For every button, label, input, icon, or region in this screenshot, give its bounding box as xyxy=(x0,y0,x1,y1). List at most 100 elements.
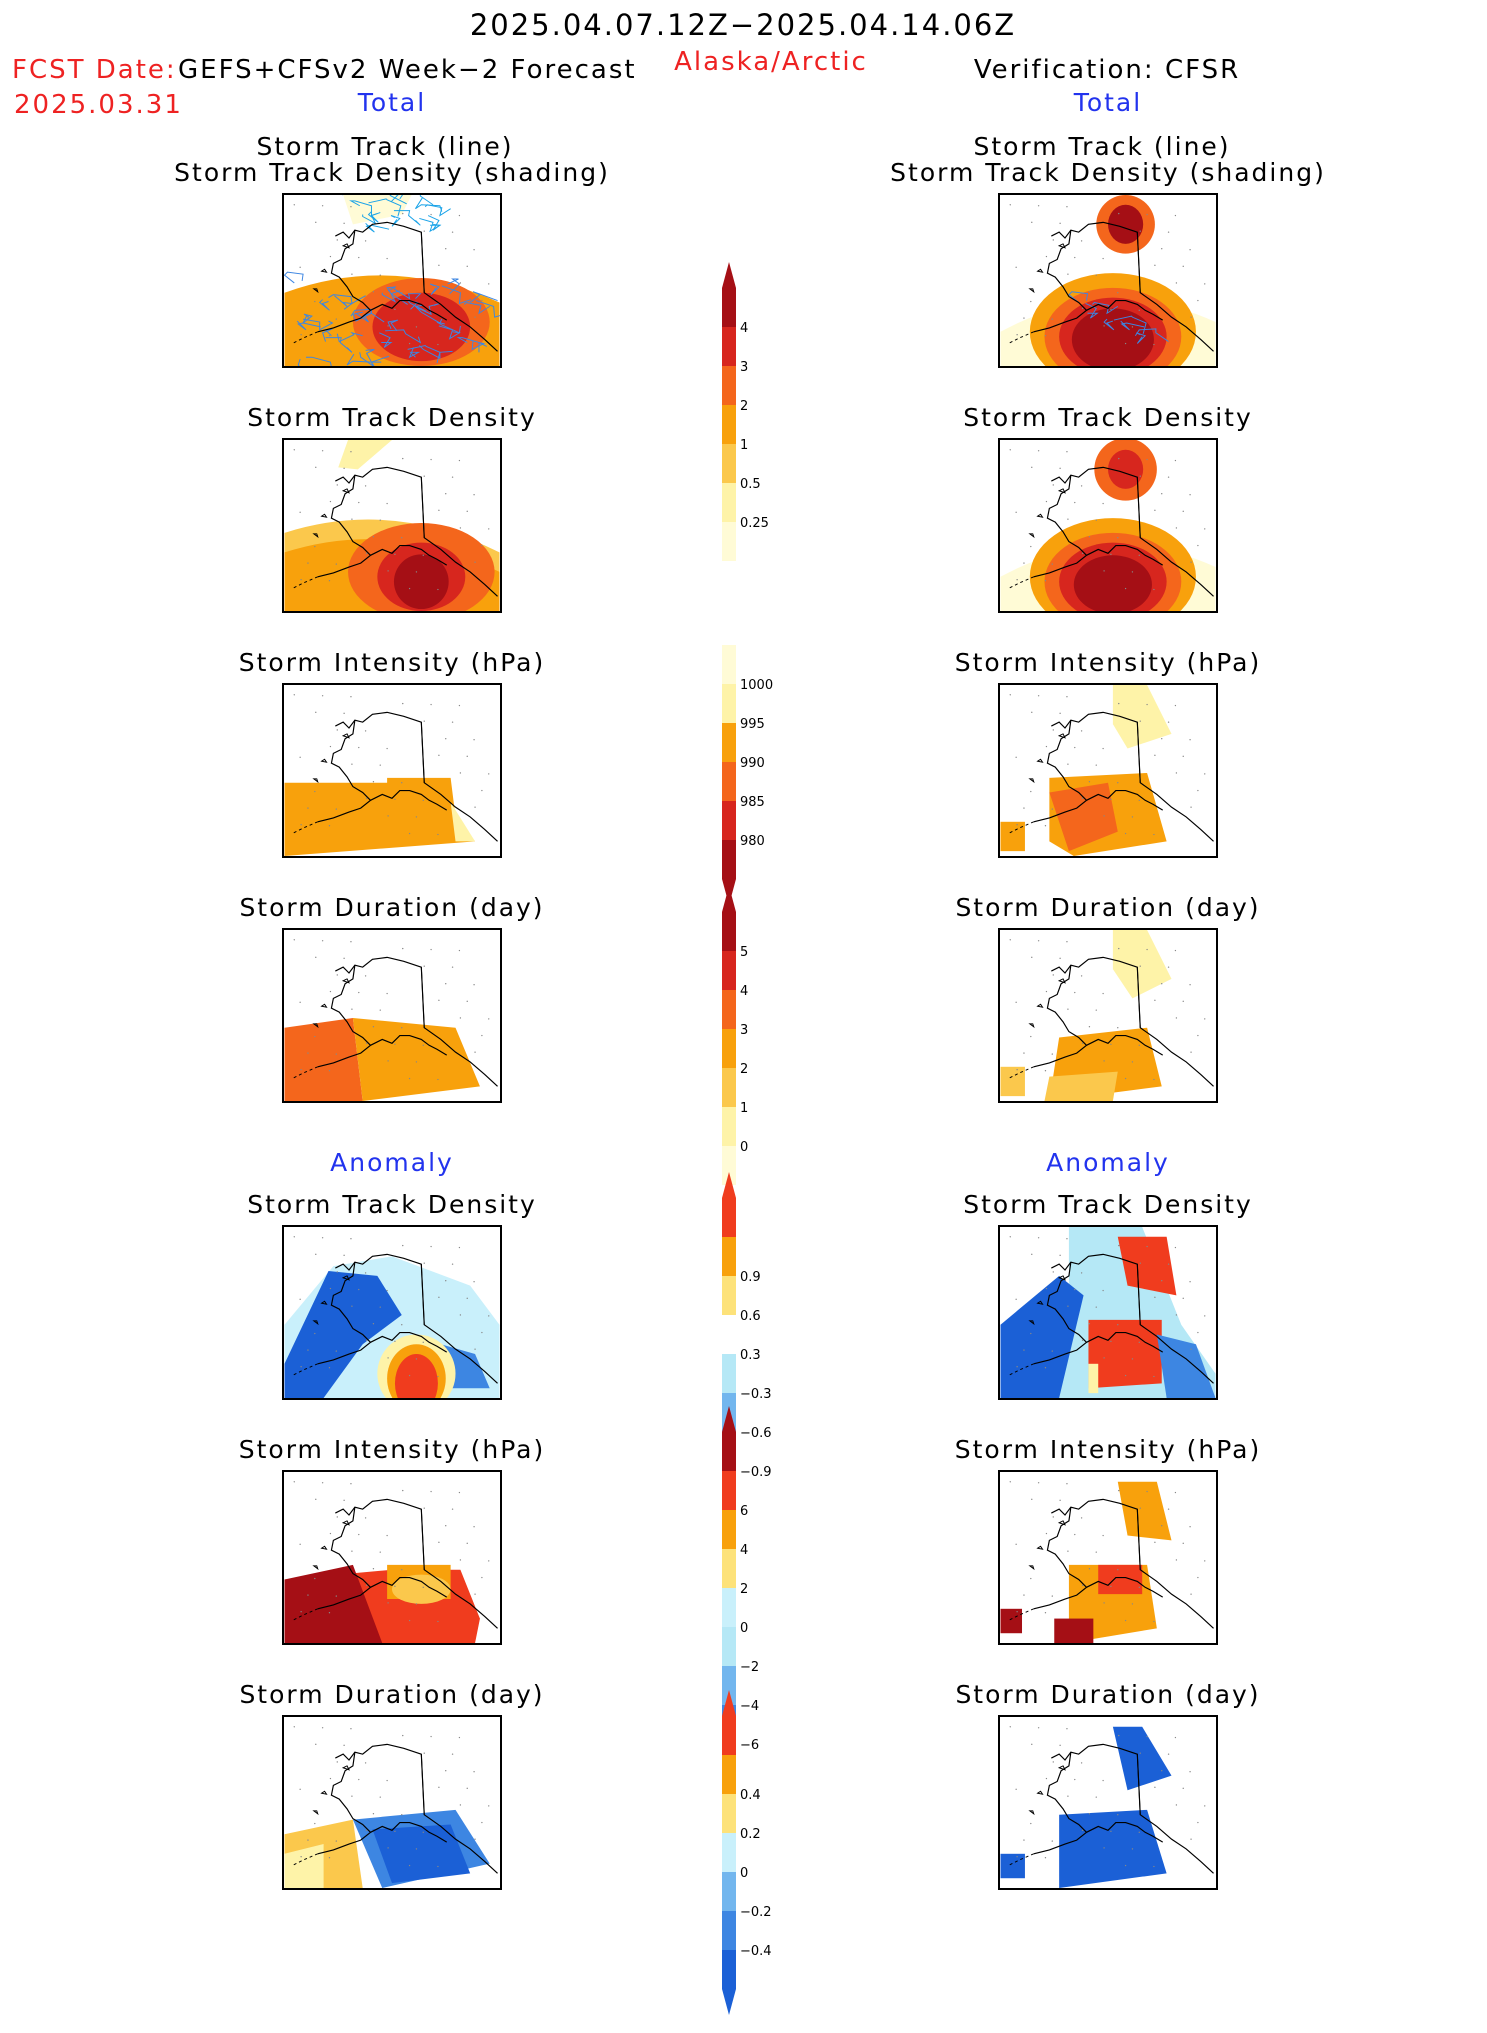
colorbar-tick-label: 0.4 xyxy=(740,1788,761,1803)
colorbar-duration-anomaly: 0.4 0.2 0 −0.2 −0.4 xyxy=(722,1690,802,2033)
period-title: 2025.04.07.12Z−2025.04.14.06Z xyxy=(469,8,1017,42)
colorbar-swatch xyxy=(722,1755,736,1794)
colorbar-swatch xyxy=(722,1068,736,1107)
coastline xyxy=(1008,1253,1214,1384)
duration-anomaly-colorbar-svg: 0.4 0.2 0 −0.2 −0.4 xyxy=(722,1690,772,2015)
colorbar-tick-label: 5 xyxy=(740,945,748,960)
left-track-panel xyxy=(282,193,502,368)
right-density-panel xyxy=(998,438,1218,613)
left-density-anom-title: Storm Track Density xyxy=(247,1190,537,1219)
fcst-date-value: 2025.03.31 xyxy=(14,90,183,120)
colorbar-swatch xyxy=(722,1872,736,1911)
colorbar-tick-label: 3 xyxy=(740,1023,748,1038)
colorbar-tick-label: 0 xyxy=(740,1621,748,1636)
coastline xyxy=(1008,711,1214,842)
colorbar-swatch xyxy=(722,951,736,990)
colorbar-swatch xyxy=(722,912,736,951)
alaska-map-icon xyxy=(1000,930,1214,1101)
colorbar-swatch xyxy=(722,366,736,405)
colorbar-arrow xyxy=(722,1172,736,1198)
colorbar-swatch xyxy=(722,1315,736,1354)
colorbar-arrow xyxy=(722,1406,736,1432)
right-intensity-panel xyxy=(998,683,1218,858)
colorbar-tick-label: −4 xyxy=(740,1699,759,1714)
duration-colorbar-svg: 5 4 3 2 1 0 xyxy=(722,886,748,1185)
right-duration-title: Storm Duration (day) xyxy=(955,893,1261,922)
coastline xyxy=(1008,221,1214,352)
colorbar-swatch xyxy=(722,990,736,1029)
colorbar-swatch xyxy=(722,1833,736,1872)
colorbar-tick-label: −2 xyxy=(740,1660,759,1675)
colorbar-tick-label: 0.9 xyxy=(740,1270,761,1285)
track-density-colorbar-svg: 4 3 2 1 0.5 0.25 xyxy=(722,262,769,561)
colorbar-swatch xyxy=(722,1666,736,1705)
colorbar-tick-label: 2 xyxy=(740,1062,748,1077)
colorbar-swatch xyxy=(722,1146,736,1185)
colorbar-tick-label: −0.6 xyxy=(740,1426,772,1441)
left-total-label: Total xyxy=(357,88,427,117)
colorbar-swatch xyxy=(722,1107,736,1146)
colorbar-swatch xyxy=(722,801,736,840)
colorbar-arrow xyxy=(722,1989,736,2015)
right-track-line-title: Storm Track (line) xyxy=(973,132,1231,161)
right-density-title: Storm Track Density xyxy=(963,403,1253,432)
colorbar-swatch xyxy=(722,288,736,327)
colorbar-tick-label: −6 xyxy=(740,1738,759,1753)
colorbar-duration: 5 4 3 2 1 0 xyxy=(722,886,802,1229)
right-intensity-anom-panel xyxy=(998,1470,1218,1645)
colorbar-tick-label: 0 xyxy=(740,1866,748,1881)
alaska-map-icon xyxy=(1000,440,1216,611)
right-duration-panel xyxy=(998,928,1218,1103)
left-intensity-anom-title: Storm Intensity (hPa) xyxy=(238,1435,546,1464)
colorbar-intensity: 1000 995 990 985 980 xyxy=(722,645,802,923)
coastline xyxy=(292,956,498,1087)
colorbar-swatch xyxy=(722,1237,736,1276)
right-intensity-anom-title: Storm Intensity (hPa) xyxy=(954,1435,1262,1464)
intensity-colorbar-svg: 1000 995 990 985 980 xyxy=(722,645,773,905)
colorbar-swatch xyxy=(722,1510,736,1549)
colorbar-tick-label: 0.2 xyxy=(740,1827,761,1842)
right-intensity-title: Storm Intensity (hPa) xyxy=(954,648,1262,677)
colorbar-tick-label: 0.6 xyxy=(740,1309,761,1324)
alaska-map-icon xyxy=(284,1236,500,1398)
colorbar-tick-label: −0.9 xyxy=(740,1465,772,1480)
colorbar-tick-label: −0.4 xyxy=(740,1944,772,1959)
colorbar-tick-label: 2 xyxy=(740,399,748,414)
left-track-line-title: Storm Track (line) xyxy=(256,132,514,161)
colorbar-arrow xyxy=(722,886,736,912)
left-intensity-title: Storm Intensity (hPa) xyxy=(238,648,546,677)
colorbar-swatch xyxy=(722,723,736,762)
colorbar-tick-label: 990 xyxy=(740,756,765,771)
colorbar-tick-label: 1000 xyxy=(740,678,773,693)
colorbar-tick-label: 1 xyxy=(740,438,748,453)
left-intensity-panel xyxy=(282,683,502,858)
colorbar-tick-label: 0.3 xyxy=(740,1348,761,1363)
colorbar-swatch xyxy=(722,1716,736,1755)
fcst-date-label: FCST Date: xyxy=(12,55,177,85)
colorbar-swatch xyxy=(722,1549,736,1588)
coastline xyxy=(292,1498,498,1629)
left-anomaly-label: Anomaly xyxy=(330,1148,454,1177)
forecast-figure: 2025.04.07.12Z−2025.04.14.06Z FCST Date:… xyxy=(12,8,1324,2015)
coastline xyxy=(1008,466,1214,597)
colorbar-tick-label: 6 xyxy=(740,1504,748,1519)
colorbar-swatch xyxy=(722,762,736,801)
coastline xyxy=(292,1743,498,1874)
left-duration-anom-panel xyxy=(282,1715,502,1890)
colorbar-swatch xyxy=(722,1276,736,1315)
right-density-anom-title: Storm Track Density xyxy=(963,1190,1253,1219)
coastline xyxy=(1008,956,1214,1087)
colorbar-tick-label: 995 xyxy=(740,717,765,732)
colorbar-swatch xyxy=(722,444,736,483)
left-track-shading-title: Storm Track Density (shading) xyxy=(174,158,610,187)
right-total-label: Total xyxy=(1073,88,1143,117)
colorbar-swatch xyxy=(722,645,736,684)
colorbar-swatch xyxy=(722,1471,736,1510)
colorbar-tick-label: 2 xyxy=(740,1582,748,1597)
region-label: Alaska/Arctic xyxy=(674,47,868,77)
coastline xyxy=(292,1253,498,1384)
colorbar-tick-label: 0.5 xyxy=(740,477,761,492)
alaska-map-icon xyxy=(1000,1227,1216,1398)
left-intensity-anom-panel xyxy=(282,1470,502,1645)
right-anomaly-label: Anomaly xyxy=(1046,1148,1170,1177)
